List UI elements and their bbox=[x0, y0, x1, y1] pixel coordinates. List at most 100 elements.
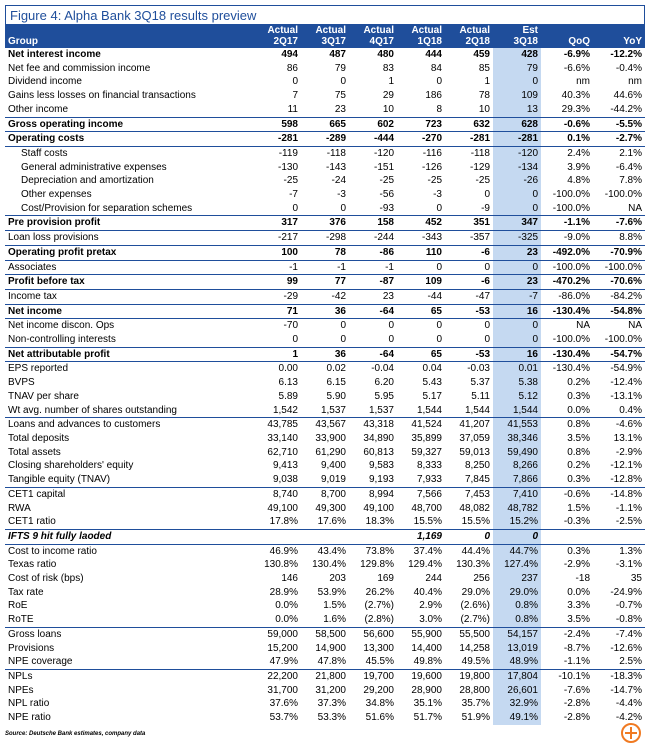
row-label: NPE coverage bbox=[8, 656, 73, 668]
cell: 86 bbox=[286, 62, 298, 74]
cell: 0 bbox=[484, 189, 490, 201]
cell: -24 bbox=[331, 175, 346, 187]
cell: 47.9% bbox=[269, 656, 298, 668]
table-row: Closing shareholders' equity 9,413 9,400 9,… bbox=[5, 459, 645, 474]
cell: -281 bbox=[445, 131, 493, 147]
cell: 351 bbox=[445, 215, 493, 231]
row-label: Staff costs bbox=[5, 145, 253, 161]
cell: 130.3% bbox=[456, 559, 490, 571]
row-label: TNAV per share bbox=[8, 390, 79, 402]
table-row: RoTE 0.0% 1.6% (2.8%) 3.0% (2.7%) 0.8% 3.5% -0.8… bbox=[5, 613, 645, 628]
cell: 37.3% bbox=[317, 698, 346, 710]
cell: 0 bbox=[292, 76, 298, 88]
cell: -70.6% bbox=[593, 274, 645, 290]
header-row: Group 2Q17 3Q17 4Q17 1Q18 2Q18 3Q18 QoQ YoY bbox=[5, 36, 645, 48]
cell: 19,800 bbox=[445, 668, 493, 684]
cell: 37.4% bbox=[397, 543, 445, 559]
table-row: CET1 capital 8,740 8,700 8,994 7,566 7,453 7,4… bbox=[5, 486, 645, 502]
cell: 36 bbox=[301, 346, 349, 362]
cell: 0.8% bbox=[567, 446, 590, 458]
cell: -357 bbox=[445, 230, 493, 246]
cell: 1,169 bbox=[397, 528, 445, 545]
cell: 35,899 bbox=[411, 432, 442, 444]
cell: -6 bbox=[445, 244, 493, 261]
cell: 237 bbox=[493, 572, 541, 586]
cell: 13 bbox=[493, 102, 541, 118]
table-row: Net interest income 494 487 480 444 459 428 -6.… bbox=[5, 46, 645, 62]
row-label: RoTE bbox=[8, 614, 34, 626]
row-label: Wt avg. number of shares outstanding bbox=[8, 404, 177, 416]
row-label: NPEs bbox=[8, 684, 34, 696]
cell: -325 bbox=[493, 230, 541, 246]
row-label: Income tax bbox=[5, 288, 253, 305]
row-label: Net attributable profit bbox=[5, 346, 253, 362]
logo-icon bbox=[621, 723, 641, 743]
cell: 49,100 bbox=[267, 502, 298, 514]
cell: -0.4% bbox=[615, 62, 642, 74]
cell: -14.8% bbox=[593, 486, 645, 502]
cell: 0 bbox=[340, 334, 346, 346]
cell: 53.9% bbox=[317, 586, 346, 598]
cell: 36 bbox=[301, 303, 349, 319]
cell: -1 bbox=[253, 259, 301, 275]
cell: 109 bbox=[493, 89, 541, 103]
cell: 0 bbox=[301, 318, 349, 334]
header-cell: Actual bbox=[301, 25, 349, 36]
cell: 0 bbox=[292, 202, 298, 214]
cell: 480 bbox=[349, 46, 397, 62]
cell: 60,813 bbox=[363, 446, 394, 458]
cell: 494 bbox=[253, 46, 301, 62]
cell: -120 bbox=[349, 145, 397, 161]
cell: 109 bbox=[397, 274, 445, 290]
table-row: Loans and advances to customers 43,785 43,… bbox=[5, 417, 645, 432]
row-label: Cost to income ratio bbox=[5, 543, 253, 559]
cell: -1.1% bbox=[615, 502, 642, 514]
header-row: Actual Actual Actual Actual Actual Est bbox=[5, 25, 645, 36]
cell: 31,200 bbox=[315, 684, 346, 696]
cell bbox=[593, 528, 645, 545]
cell: 41,524 bbox=[397, 417, 445, 432]
cell: 59,000 bbox=[253, 626, 301, 642]
cell: 130.4% bbox=[312, 559, 346, 571]
table-row: Pre provision profit 317 376 158 452 351 347 -1… bbox=[5, 215, 645, 231]
cell: 8,250 bbox=[464, 460, 490, 472]
row-label: Cost/Provision for separation schemes bbox=[21, 202, 193, 214]
row-label: Net income bbox=[5, 303, 253, 319]
cell: 1,542 bbox=[272, 404, 298, 416]
cell: -1.1% bbox=[563, 656, 590, 668]
cell: -2.8% bbox=[563, 698, 590, 710]
cell: -217 bbox=[253, 230, 301, 246]
cell: 0 bbox=[397, 259, 445, 275]
row-label: Tangible equity (TNAV) bbox=[8, 474, 111, 486]
cell: 0 bbox=[445, 318, 493, 334]
cell: 35.7% bbox=[461, 698, 490, 710]
cell: -7 bbox=[289, 189, 298, 201]
cell: 598 bbox=[253, 116, 301, 132]
cell: 9,400 bbox=[320, 460, 346, 472]
cell: 43.4% bbox=[301, 543, 349, 559]
cell: 5.11 bbox=[471, 390, 490, 402]
table-row: Non-controlling interests 0 0 0 0 0 0 -100.0% -1… bbox=[5, 333, 645, 348]
cell: -0.3% bbox=[563, 516, 590, 528]
cell: 59,490 bbox=[493, 445, 541, 460]
cell: -12.4% bbox=[610, 377, 642, 389]
cell: -13.1% bbox=[610, 390, 642, 402]
cell: 13,300 bbox=[363, 642, 394, 654]
cell: 43,785 bbox=[253, 417, 301, 432]
cell: 29.3% bbox=[561, 103, 590, 115]
cell: 26,601 bbox=[493, 683, 541, 698]
row-label: RWA bbox=[8, 502, 31, 514]
cell: 0 bbox=[340, 76, 346, 88]
cell: 723 bbox=[397, 116, 445, 132]
cell: -26 bbox=[493, 174, 541, 189]
cell: 17.8% bbox=[269, 516, 298, 528]
cell: -470.2% bbox=[541, 274, 593, 290]
table-row: General administrative expenses -130 -143 -… bbox=[5, 160, 645, 175]
cell: 0.8% bbox=[493, 613, 541, 628]
row-label: Total assets bbox=[8, 446, 61, 458]
cell: 15.5% bbox=[413, 516, 442, 528]
row-label: General administrative expenses bbox=[21, 161, 167, 173]
cell: 51.7% bbox=[413, 712, 442, 724]
figure-title: Figure 4: Alpha Bank 3Q18 results previe… bbox=[5, 5, 645, 25]
